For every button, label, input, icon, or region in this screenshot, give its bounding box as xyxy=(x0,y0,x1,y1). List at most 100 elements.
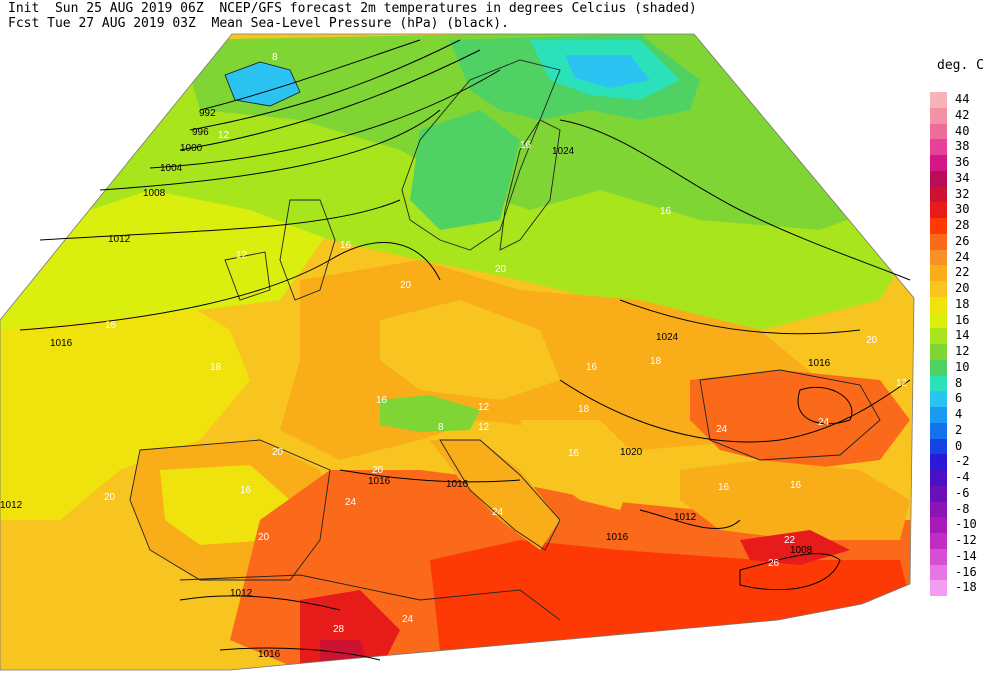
gulf-of-bothnia xyxy=(499,119,561,251)
legend-swatch xyxy=(930,123,947,140)
isobar-label: 1020 xyxy=(620,447,643,458)
legend-label: 2 xyxy=(955,422,963,437)
temp-label: 16 xyxy=(340,240,352,251)
legend-swatch xyxy=(930,218,947,234)
italy-22 xyxy=(430,440,560,550)
legend-swatch xyxy=(930,139,947,155)
temp-field-18 xyxy=(0,300,250,520)
temp-label: 24 xyxy=(818,417,830,428)
cyprus-30 xyxy=(740,530,850,565)
legend-label: 12 xyxy=(955,344,970,358)
temp-label: 16 xyxy=(105,320,117,331)
isobar-1020 xyxy=(559,379,911,443)
iceland-coast xyxy=(224,61,301,107)
temp-label: 24 xyxy=(345,497,357,508)
iberia-coast xyxy=(129,439,331,581)
isobar-992 xyxy=(199,39,421,111)
temp-label: 16 xyxy=(718,482,730,493)
legend-label: 34 xyxy=(955,170,970,185)
header-init-line: Init Sun 25 AUG 2019 06Z NCEP/GFS foreca… xyxy=(8,1,697,16)
legend-swatch xyxy=(930,407,947,423)
temp-label: 8 xyxy=(272,52,278,63)
isobar-label: 1000 xyxy=(180,143,203,154)
legend-label: 24 xyxy=(955,249,970,264)
isobar-1024-east xyxy=(619,299,861,335)
legend-swatch xyxy=(930,517,947,533)
temp-label: 20 xyxy=(400,280,412,291)
temp-label: 20 xyxy=(866,335,878,346)
isobar-1012-north xyxy=(39,199,401,241)
isobar-1012-east xyxy=(639,509,741,529)
legend-label: -8 xyxy=(955,501,970,516)
temp-label: 12 xyxy=(236,250,248,261)
isobar-low-blacksea xyxy=(797,386,853,425)
isobar-1024-north xyxy=(559,119,911,281)
isobars xyxy=(19,39,911,661)
legend-label: 20 xyxy=(955,281,970,295)
iberia-18 xyxy=(160,465,290,545)
isobar-label: 1016 xyxy=(50,338,73,349)
temp-label: 20 xyxy=(495,264,507,275)
isobar-label: 1016 xyxy=(606,532,629,543)
isobar-label: 1012 xyxy=(0,500,23,511)
temp-field-10-scand xyxy=(410,110,520,230)
temp-label: 8 xyxy=(438,422,444,433)
legend-label: 8 xyxy=(955,375,963,390)
legend-label: 28 xyxy=(955,218,970,232)
isobar-1008-east xyxy=(739,553,841,591)
isobar-label: 1024 xyxy=(656,332,679,343)
legend-label: -14 xyxy=(955,548,977,563)
legend-swatch xyxy=(930,422,947,439)
temp-label: 16 xyxy=(660,206,672,217)
balkans-20 xyxy=(520,420,640,510)
temp-field-6 xyxy=(565,55,650,88)
temp-label: 16 xyxy=(790,480,802,491)
temp-label: 16 xyxy=(586,362,598,373)
legend-label: 38 xyxy=(955,139,970,154)
turkey-22 xyxy=(680,460,910,540)
legend-label: -16 xyxy=(955,564,977,579)
map-boundary xyxy=(0,33,915,671)
legend-swatch xyxy=(930,533,947,549)
isobar-996 xyxy=(189,39,461,131)
isobar-1012-africa xyxy=(179,595,341,611)
temp-label: 18 xyxy=(210,362,222,373)
isobar-label: 1016 xyxy=(446,479,469,490)
legend-label: 42 xyxy=(955,107,970,122)
temp-field-12 xyxy=(180,34,900,230)
isobar-1004 xyxy=(149,69,501,169)
legend-label: -4 xyxy=(955,470,970,484)
black-sea-coast xyxy=(699,369,881,461)
legend-swatch xyxy=(930,470,947,486)
legend-label: 26 xyxy=(955,233,970,248)
legend-label: 10 xyxy=(955,359,970,374)
legend-swatch xyxy=(930,564,947,581)
isobar-label: 1004 xyxy=(160,163,183,174)
temp-label: 16 xyxy=(568,448,580,459)
legend-label: 30 xyxy=(955,202,970,217)
legend-swatch xyxy=(930,485,947,502)
alps-cool xyxy=(380,395,480,432)
britain-coast xyxy=(279,199,336,301)
temp-field-28 xyxy=(430,540,910,650)
legend-label: 22 xyxy=(955,265,970,280)
legend-label: 6 xyxy=(955,391,963,406)
italy-coast xyxy=(439,439,561,551)
temp-label: 12 xyxy=(478,422,490,433)
isobar-1000 xyxy=(179,49,481,151)
legend-swatch xyxy=(930,375,947,392)
legend-swatch xyxy=(930,312,947,329)
legend-swatch xyxy=(930,186,947,203)
isobar-label: 1016 xyxy=(808,358,831,369)
isobar-label: 992 xyxy=(199,108,216,119)
legend-swatch xyxy=(930,92,947,108)
temp-label: 20 xyxy=(272,447,284,458)
isobar-1016-west xyxy=(19,242,441,331)
legend-swatch xyxy=(930,155,947,171)
scandinavia-coast xyxy=(401,59,561,251)
temp-label: 20 xyxy=(104,492,116,503)
temp-label: 12 xyxy=(896,378,908,389)
legend-label: 40 xyxy=(955,123,970,138)
temp-label: 16 xyxy=(240,485,252,496)
temp-label: 26 xyxy=(768,558,780,569)
